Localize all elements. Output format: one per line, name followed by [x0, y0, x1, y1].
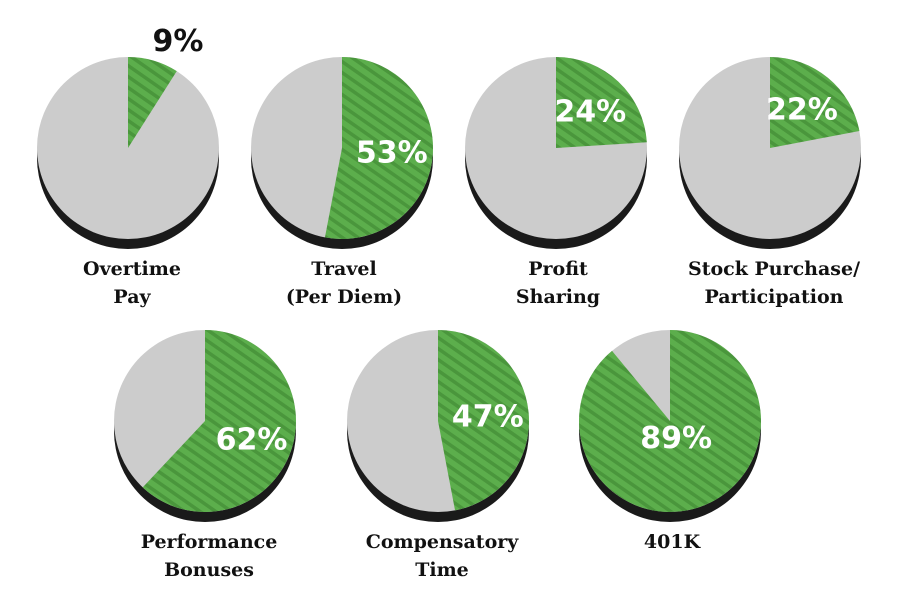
pie-value-label: 22% — [766, 92, 838, 127]
pie-category-label-line: 401K — [644, 531, 702, 553]
pie-value-label: 62% — [216, 422, 288, 457]
pie-value-slice — [128, 57, 177, 148]
pie-category-label-line: Compensatory — [366, 531, 520, 553]
pie-category-label-line: Travel — [311, 258, 376, 280]
pies-layer: 9% Overtime Pay 53% Travel (Per Diem) 24% Profi… — [37, 24, 861, 581]
pie-value-slice — [438, 330, 530, 511]
pie-value-label: 24% — [554, 95, 626, 130]
pie-value-slice — [579, 330, 762, 513]
pie-group-5: 62% Performance Bonuses — [114, 330, 296, 581]
pie-category-label-line: Profit — [528, 258, 588, 280]
pie-value-label: 53% — [356, 136, 428, 171]
pie-category-label: Overtime Pay — [83, 258, 181, 308]
pie-value-label: 47% — [452, 399, 524, 434]
pie-category-label-line: (Per Diem) — [286, 286, 402, 308]
pie-value-slice — [324, 57, 433, 239]
pie-category-label-line: Sharing — [516, 286, 600, 308]
pie-category-label: Stock Purchase/Participation — [688, 258, 860, 308]
pie-group-1: 9% Overtime Pay — [37, 24, 219, 308]
pie-group-7: 89% 401K — [579, 330, 762, 553]
pie-group-2: 53% Travel (Per Diem) — [251, 57, 433, 308]
pie-category-label: 401K — [644, 531, 702, 553]
pie-value-label: 89% — [640, 421, 712, 456]
pie-category-label: Compensatory Time — [366, 531, 520, 581]
pie-category-label-line: Pay — [113, 286, 151, 308]
pie-group-6: 47% Compensatory Time — [347, 330, 530, 581]
pie-category-label-line: Time — [415, 559, 469, 581]
pie-category-label: Travel (Per Diem) — [286, 258, 402, 308]
pie-value-slice — [556, 57, 647, 148]
pie-category-label-line: Overtime — [83, 258, 181, 280]
pie-value-slice — [142, 330, 296, 512]
pie-value-label: 9% — [153, 24, 204, 59]
pie-group-4: 22% Stock Purchase/Participation — [679, 57, 861, 308]
pie-category-label: Profit Sharing — [516, 258, 600, 308]
pie-category-label-line: Bonuses — [164, 559, 254, 581]
pie-category-label: Performance Bonuses — [141, 531, 278, 581]
pie-category-label-line: Participation — [705, 286, 844, 308]
pie-value-slice — [770, 57, 860, 148]
pie-group-3: 24% Profit Sharing — [465, 57, 647, 308]
pie-category-label-line: Performance — [141, 531, 278, 553]
pie-category-label-line: Stock Purchase/ — [688, 258, 860, 280]
